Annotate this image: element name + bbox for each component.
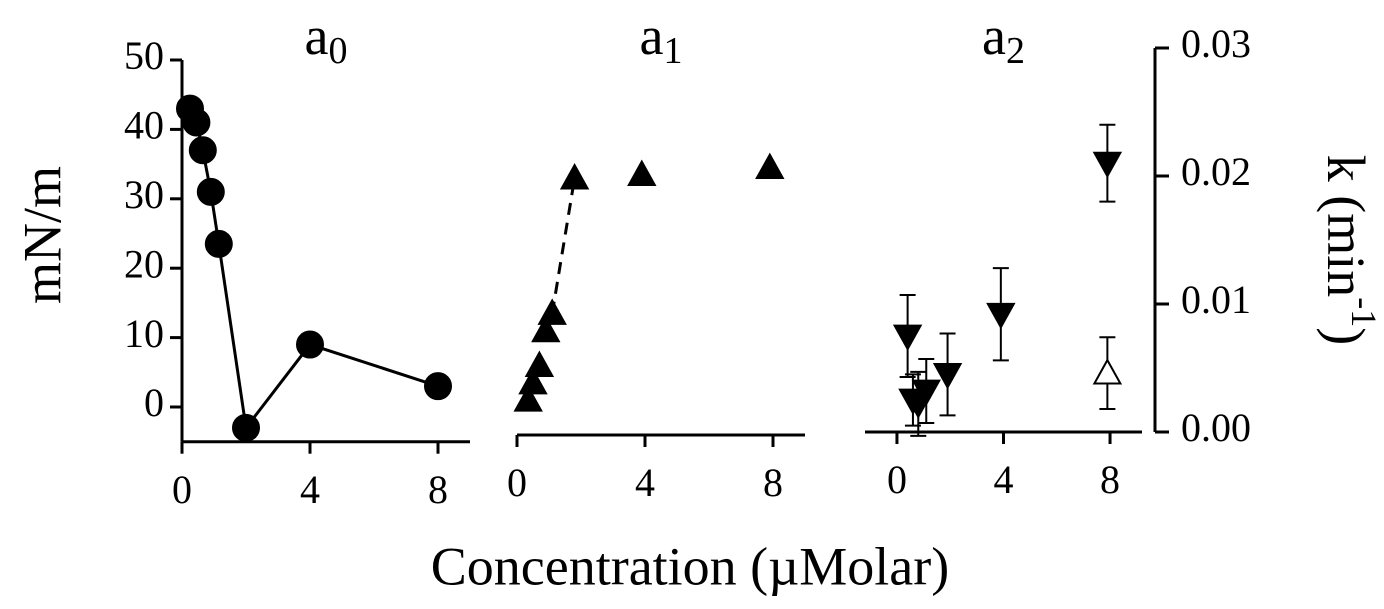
x-tick-label: 0 <box>172 467 192 512</box>
marker <box>531 315 561 343</box>
marker <box>932 363 963 390</box>
title-sub: 0 <box>328 30 347 72</box>
marker <box>513 385 543 412</box>
x-tick-label: 4 <box>994 457 1014 502</box>
y2-tick-label: 0.01 <box>1181 277 1251 322</box>
y2-tick-label: 0.02 <box>1181 149 1251 194</box>
series-line <box>550 177 577 314</box>
marker <box>204 229 233 258</box>
marker <box>188 136 217 165</box>
panel-title: a1 <box>640 6 683 71</box>
label-sup: -1 <box>1344 297 1384 327</box>
marker <box>1092 151 1123 179</box>
label-base: k (min <box>1316 155 1376 298</box>
marker <box>518 367 548 395</box>
series-line <box>188 107 439 432</box>
title-base: a <box>982 6 1006 66</box>
marker <box>986 302 1016 330</box>
y-tick-label: 20 <box>124 241 164 286</box>
x-axis-label: Concentration (µMolar) <box>431 536 949 596</box>
y2-tick-label: 0.03 <box>1181 21 1251 66</box>
marker <box>559 162 590 190</box>
marker <box>424 372 452 401</box>
y-tick-label: 10 <box>124 311 164 356</box>
y-tick-label: 40 <box>124 103 164 148</box>
y-tick-label: 0 <box>144 380 164 425</box>
x-tick-label: 4 <box>300 467 320 512</box>
title-sub: 1 <box>663 30 682 72</box>
marker <box>1092 358 1123 385</box>
title-sub: 2 <box>1006 30 1025 72</box>
x-tick-label: 8 <box>428 467 448 512</box>
x-tick-label: 0 <box>507 460 527 505</box>
y2-axis-label: k (min-1) <box>1316 155 1384 345</box>
marker <box>911 379 941 407</box>
title-base: a <box>305 6 329 66</box>
marker <box>524 350 555 377</box>
panel-title: a0 <box>305 6 348 71</box>
marker <box>627 159 657 186</box>
marker <box>892 324 923 352</box>
y-tick-label: 30 <box>124 172 164 217</box>
x-tick-label: 4 <box>635 460 655 505</box>
x-tick-label: 0 <box>887 457 907 502</box>
y-tick-label: 50 <box>124 33 164 78</box>
y-axis-label: mN/m <box>12 166 72 304</box>
x-tick-label: 8 <box>763 460 783 505</box>
marker <box>232 413 260 442</box>
panel-title: a2 <box>982 6 1025 71</box>
marker <box>537 298 567 325</box>
marker <box>182 108 211 137</box>
y2-tick-label: 0.00 <box>1181 405 1251 450</box>
title-base: a <box>640 6 664 66</box>
marker <box>196 177 225 206</box>
marker <box>755 152 785 180</box>
marker <box>296 330 324 359</box>
x-tick-label: 8 <box>1100 457 1120 502</box>
label-end: ) <box>1316 327 1376 345</box>
